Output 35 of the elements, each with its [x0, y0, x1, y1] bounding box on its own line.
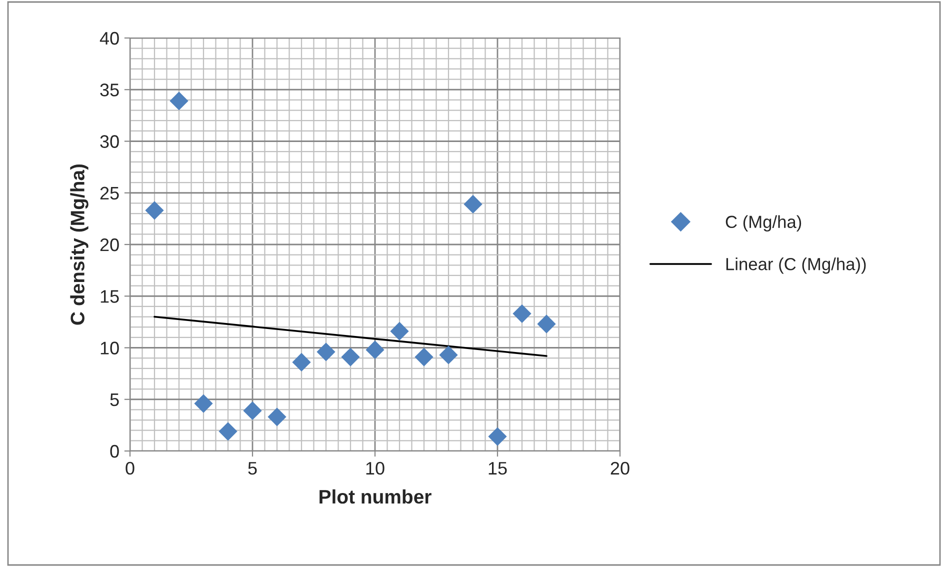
point: [439, 346, 458, 364]
point: [316, 342, 336, 362]
y-tick-label: 25: [100, 186, 119, 200]
y-tick-label: 5: [110, 393, 119, 406]
point: [512, 304, 532, 323]
y-tick-label: 30: [100, 135, 119, 148]
point: [292, 352, 311, 372]
point: [194, 394, 213, 413]
point: [488, 427, 507, 446]
point: [414, 348, 434, 366]
x-tick-label: 5: [248, 462, 257, 475]
point: [464, 194, 482, 214]
y-tick-label: 35: [100, 84, 119, 96]
x-tick-label: 0: [126, 462, 134, 475]
point: [537, 314, 556, 334]
y-axis-title: C density (Mg/ha): [70, 164, 88, 325]
point: [170, 92, 188, 110]
x-tick-label: 15: [488, 462, 507, 475]
y-tick-label: 15: [100, 290, 119, 303]
y-tick-label: 10: [100, 342, 119, 354]
y-tick-label: 20: [100, 238, 119, 252]
point: [268, 408, 286, 426]
point: [341, 348, 360, 366]
point: [390, 322, 409, 341]
x-axis-title: Plot number: [320, 489, 432, 504]
point: [145, 201, 164, 220]
y-tick-label: 40: [100, 32, 119, 45]
legend-label: Linear (C (Mg/ha)): [726, 258, 866, 274]
point: [366, 340, 384, 360]
x-tick-label: 20: [610, 462, 630, 475]
legend-label: C (Mg/ha): [726, 215, 802, 232]
point: [243, 401, 262, 420]
point: [218, 422, 238, 441]
y-tick-label: 0: [110, 444, 119, 458]
x-tick-label: 10: [366, 462, 384, 475]
